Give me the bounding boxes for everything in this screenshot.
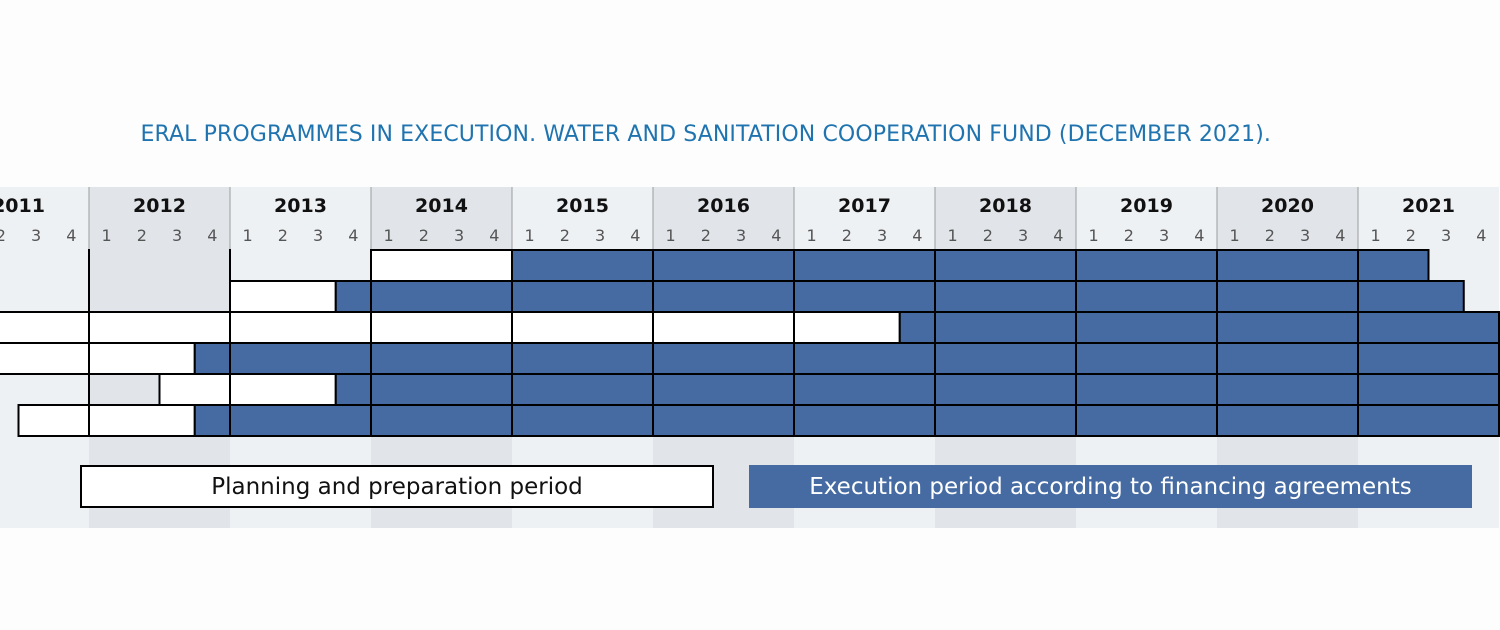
- bar-execution-5: [334, 373, 1500, 406]
- year-label-2014: 2014: [415, 195, 468, 217]
- quarter-label-2020-2: 2: [1265, 226, 1275, 245]
- quarter-label-2021-2: 2: [1406, 226, 1416, 245]
- quarter-label-2017-1: 1: [807, 226, 817, 245]
- year-label-2017: 2017: [838, 195, 891, 217]
- quarter-label-2015-4: 4: [630, 226, 640, 245]
- year-label-2021: 2021: [1402, 195, 1455, 217]
- bar-planning-4: [0, 342, 196, 375]
- quarter-label-2013-3: 3: [313, 226, 323, 245]
- quarter-label-2021-3: 3: [1441, 226, 1451, 245]
- year-label-2013: 2013: [274, 195, 327, 217]
- quarter-label-2016-2: 2: [701, 226, 711, 245]
- bar-planning-3: [0, 311, 901, 344]
- year-label-2015: 2015: [556, 195, 609, 217]
- quarter-label-2015-1: 1: [525, 226, 535, 245]
- bar-planning-6: [17, 404, 196, 437]
- quarter-label-2018-1: 1: [948, 226, 958, 245]
- quarter-label-2020-1: 1: [1230, 226, 1240, 245]
- quarter-label-2019-1: 1: [1089, 226, 1099, 245]
- quarter-label-2019-2: 2: [1124, 226, 1134, 245]
- quarter-label-2012-2: 2: [137, 226, 147, 245]
- quarter-label-2019-4: 4: [1194, 226, 1204, 245]
- bar-execution-1: [511, 249, 1430, 282]
- quarter-label-2014-1: 1: [384, 226, 394, 245]
- legend-planning-label: Planning and preparation period: [211, 473, 583, 500]
- quarter-label-2016-3: 3: [736, 226, 746, 245]
- quarter-label-2017-4: 4: [912, 226, 922, 245]
- quarter-label-2013-4: 4: [348, 226, 358, 245]
- legend-planning: Planning and preparation period: [80, 465, 714, 508]
- quarter-label-2011-2: 2: [0, 226, 6, 245]
- quarter-label-2012-1: 1: [102, 226, 112, 245]
- quarter-label-2013-2: 2: [278, 226, 288, 245]
- quarter-label-2016-4: 4: [771, 226, 781, 245]
- bar-execution-3: [898, 311, 1500, 344]
- bar-planning-1: [370, 249, 513, 282]
- legend-execution: Execution period according to financing …: [749, 465, 1472, 508]
- chart-title-text: ERAL PROGRAMMES IN EXECUTION. WATER AND …: [140, 122, 1271, 147]
- quarter-label-2016-1: 1: [666, 226, 676, 245]
- quarter-label-2019-3: 3: [1159, 226, 1169, 245]
- quarter-label-2012-4: 4: [207, 226, 217, 245]
- quarter-label-2018-4: 4: [1053, 226, 1063, 245]
- quarter-label-2011-4: 4: [66, 226, 76, 245]
- quarter-label-2021-1: 1: [1371, 226, 1381, 245]
- quarter-label-2015-3: 3: [595, 226, 605, 245]
- quarter-label-2021-4: 4: [1476, 226, 1486, 245]
- quarter-label-2014-3: 3: [454, 226, 464, 245]
- bar-execution-6: [193, 404, 1500, 437]
- year-label-2018: 2018: [979, 195, 1032, 217]
- bar-execution-4: [193, 342, 1500, 375]
- quarter-label-2015-2: 2: [560, 226, 570, 245]
- quarter-label-2013-1: 1: [243, 226, 253, 245]
- year-label-2016: 2016: [697, 195, 750, 217]
- quarter-label-2018-3: 3: [1018, 226, 1028, 245]
- quarter-label-2020-3: 3: [1300, 226, 1310, 245]
- year-label-2020: 2020: [1261, 195, 1314, 217]
- quarter-label-2014-2: 2: [419, 226, 429, 245]
- legend-execution-label: Execution period according to financing …: [809, 473, 1412, 500]
- bar-planning-5: [158, 373, 337, 406]
- year-label-2012: 2012: [133, 195, 186, 217]
- quarter-label-2017-2: 2: [842, 226, 852, 245]
- quarter-label-2018-2: 2: [983, 226, 993, 245]
- quarter-label-2012-3: 3: [172, 226, 182, 245]
- quarter-label-2020-4: 4: [1335, 226, 1345, 245]
- quarter-label-2014-4: 4: [489, 226, 499, 245]
- year-label-2019: 2019: [1120, 195, 1173, 217]
- quarter-label-2017-3: 3: [877, 226, 887, 245]
- bar-planning-2: [229, 280, 337, 313]
- bar-execution-2: [334, 280, 1465, 313]
- year-label-2011: 2011: [0, 195, 45, 217]
- quarter-label-2011-3: 3: [31, 226, 41, 245]
